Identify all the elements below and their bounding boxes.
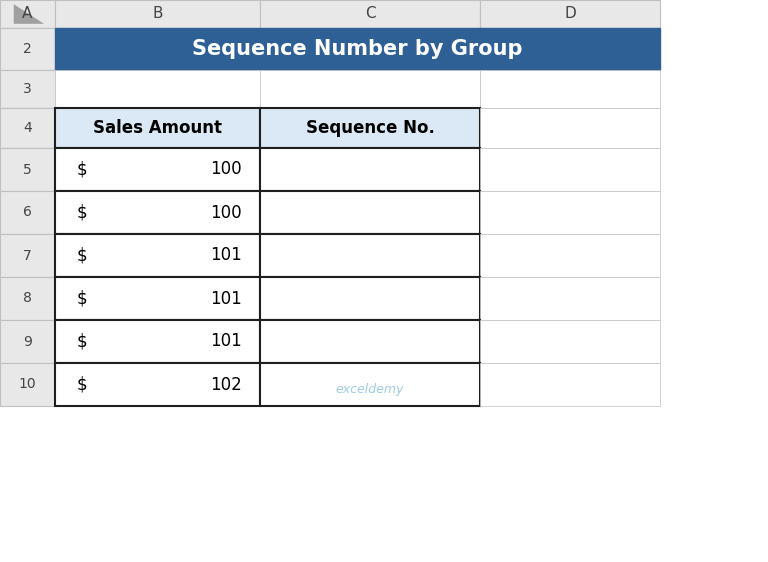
Bar [55, 0, 260, 28]
Text: 4: 4 [23, 121, 32, 135]
Bar [260, 320, 480, 363]
Text: D: D [564, 7, 576, 21]
Text: exceldemy: exceldemy [336, 383, 404, 396]
Bar [0, 0, 55, 28]
Bar [480, 320, 660, 363]
Bar [0, 234, 55, 277]
Text: 100: 100 [210, 161, 242, 179]
Bar [55, 28, 660, 70]
Bar [260, 277, 480, 320]
Bar [55, 277, 260, 320]
Bar [480, 234, 660, 277]
Text: 101: 101 [210, 289, 242, 307]
Text: Sequence No.: Sequence No. [306, 119, 435, 137]
Bar [480, 277, 660, 320]
Bar [0, 277, 55, 320]
Bar [260, 0, 480, 28]
Text: $: $ [77, 247, 88, 265]
Bar [0, 28, 55, 70]
Bar [260, 148, 480, 191]
Text: $: $ [77, 289, 88, 307]
Bar [0, 320, 55, 363]
Text: 6: 6 [23, 206, 32, 220]
Text: B: B [152, 7, 163, 21]
Bar [0, 363, 55, 406]
Bar [480, 191, 660, 234]
Text: 2: 2 [23, 42, 32, 56]
Text: 5: 5 [23, 162, 32, 176]
Text: 10: 10 [18, 378, 36, 392]
Bar [55, 234, 260, 277]
Bar [260, 70, 480, 108]
Polygon shape [14, 4, 44, 24]
Text: Sequence Number by Group: Sequence Number by Group [192, 39, 523, 59]
Bar [480, 0, 660, 28]
Bar [55, 363, 260, 406]
Text: 102: 102 [210, 375, 242, 393]
Bar [55, 148, 260, 191]
Text: 8: 8 [23, 292, 32, 306]
Text: $: $ [77, 375, 88, 393]
Text: 3: 3 [23, 82, 32, 96]
Bar [55, 191, 260, 234]
Bar [480, 363, 660, 406]
Text: Sales Amount: Sales Amount [93, 119, 222, 137]
Bar [0, 191, 55, 234]
Text: A: A [22, 7, 33, 21]
Bar [480, 148, 660, 191]
Bar [55, 108, 260, 148]
Bar [260, 363, 480, 406]
Text: 7: 7 [23, 248, 32, 262]
Text: 101: 101 [210, 247, 242, 265]
Text: 9: 9 [23, 334, 32, 348]
Bar [0, 0, 55, 28]
Text: C: C [365, 7, 376, 21]
Bar [260, 191, 480, 234]
Bar [55, 320, 260, 363]
Text: $: $ [77, 203, 88, 221]
Bar [0, 148, 55, 191]
Bar [260, 108, 480, 148]
Bar [480, 70, 660, 108]
Text: 100: 100 [210, 203, 242, 221]
Bar [55, 70, 260, 108]
Text: 101: 101 [210, 333, 242, 351]
Bar [0, 70, 55, 108]
Text: $: $ [77, 161, 88, 179]
Text: $: $ [77, 333, 88, 351]
Bar [260, 234, 480, 277]
Bar [480, 108, 660, 148]
Bar [0, 108, 55, 148]
